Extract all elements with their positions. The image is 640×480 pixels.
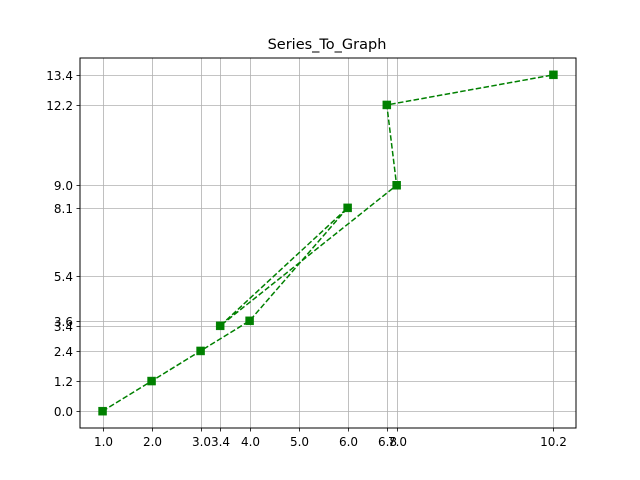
x-tick-label: 4.0 (241, 435, 260, 449)
y-tick-label: 13.4 (46, 69, 73, 83)
y-tick-label: 9.0 (54, 179, 73, 193)
chart-title: Series_To_Graph (268, 37, 387, 53)
y-tick-label: 8.1 (54, 202, 73, 216)
x-tick-label: 6.8 (378, 435, 397, 449)
data-point-marker (98, 406, 107, 416)
plot-frame (79, 57, 577, 429)
y-tick-label: 12.2 (46, 99, 73, 113)
x-tick-label: 3.0 (192, 435, 211, 449)
x-tick-label: 1.0 (94, 435, 113, 449)
y-tick-label: 5.4 (54, 270, 73, 284)
x-tick-label: 7.0 (388, 435, 407, 449)
x-tick-label: 3.4 (211, 435, 230, 449)
series-line (102, 74, 554, 412)
y-tick-label: 3.4 (54, 320, 73, 334)
y-tick-label: 1.2 (54, 375, 73, 389)
y-tick-label: 2.4 (54, 345, 73, 359)
x-tick-label: 5.0 (290, 435, 309, 449)
series-layer (98, 70, 558, 416)
data-point-marker (382, 100, 392, 110)
x-tick-label: 10.2 (540, 435, 567, 449)
y-tick-label: 3.6 (54, 315, 73, 329)
data-point-marker (196, 346, 205, 356)
grid-lines (80, 58, 576, 428)
data-point-marker (147, 376, 156, 386)
axis-ticks: 1.0 2.0 3.0 3.4 4.0 5.0 6.0 6.87.0 10.20.01.22.4… (46, 69, 567, 449)
x-tick-label: 6.0 (339, 435, 358, 449)
data-point-marker (215, 321, 225, 331)
data-point-marker (392, 181, 401, 190)
data-point-marker (343, 203, 352, 213)
data-point-marker (245, 316, 254, 326)
data-point-marker (549, 70, 558, 80)
y-tick-label: 0.0 (54, 405, 73, 419)
x-tick-label: 2.0 (143, 435, 162, 449)
